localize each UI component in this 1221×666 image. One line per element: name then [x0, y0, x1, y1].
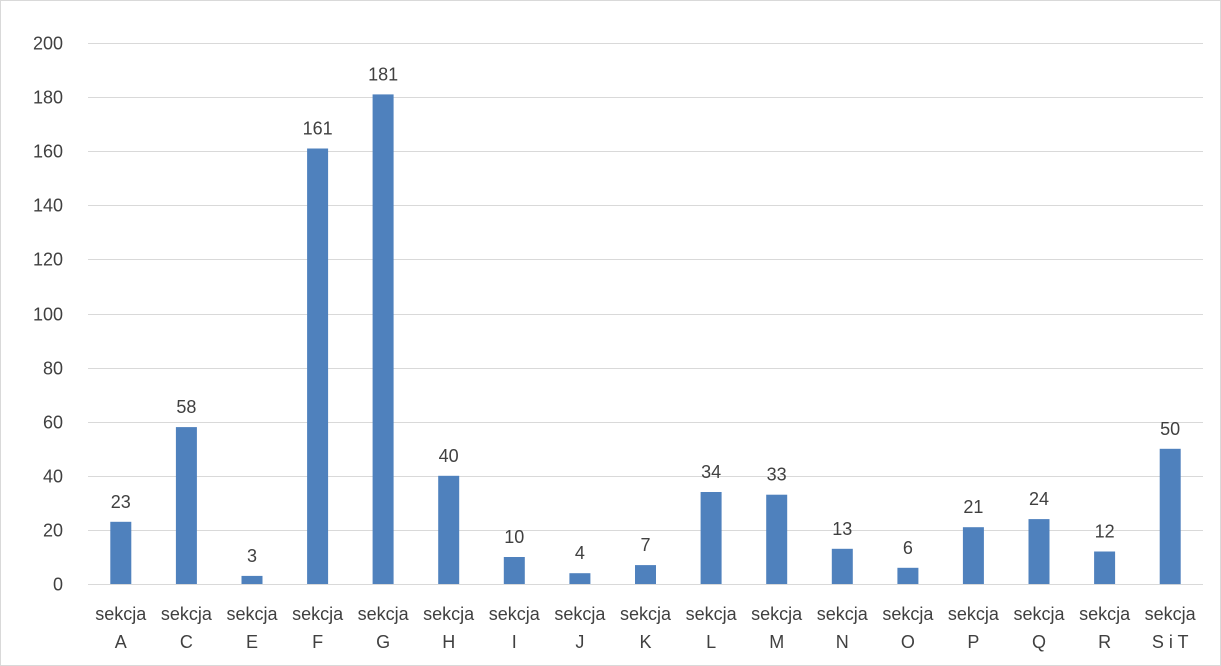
x-tick-label-line2: M	[769, 632, 784, 652]
y-tick-label: 180	[33, 88, 63, 108]
data-label: 50	[1160, 419, 1180, 439]
x-tick-label-line1: sekcja	[423, 604, 475, 624]
data-label: 10	[504, 527, 524, 547]
x-tick-label-line2: R	[1098, 632, 1111, 652]
x-tick-label-line1: sekcja	[358, 604, 410, 624]
x-tick-label-line2: C	[180, 632, 193, 652]
x-tick-label-line2: S i T	[1152, 632, 1189, 652]
y-tick-label: 120	[33, 250, 63, 270]
data-label: 12	[1095, 522, 1115, 542]
bar	[569, 573, 591, 584]
bar	[503, 557, 525, 584]
y-tick-label: 100	[33, 305, 63, 325]
data-label: 13	[832, 519, 852, 539]
x-tick-label-line2: I	[512, 632, 517, 652]
x-tick-label-line2: L	[706, 632, 716, 652]
x-tick-label-line1: sekcja	[489, 604, 541, 624]
bar	[175, 427, 197, 584]
data-label: 58	[176, 397, 196, 417]
data-label: 6	[903, 538, 913, 558]
x-tick-label-line2: A	[115, 632, 127, 652]
y-tick-label: 140	[33, 196, 63, 216]
x-tick-label-line1: sekcja	[686, 604, 738, 624]
x-tick-label-line1: sekcja	[226, 604, 278, 624]
bar	[897, 567, 919, 584]
x-tick-label-line2: G	[376, 632, 390, 652]
bar	[307, 148, 329, 584]
bar	[766, 494, 788, 584]
x-tick-label-line1: sekcja	[292, 604, 344, 624]
x-tick-label-line1: sekcja	[948, 604, 1000, 624]
data-label: 181	[368, 64, 398, 84]
x-tick-label-line1: sekcja	[817, 604, 869, 624]
x-tick-label-line2: J	[575, 632, 584, 652]
y-tick-label: 40	[43, 467, 63, 487]
x-tick-label-line2: Q	[1032, 632, 1046, 652]
bar	[241, 575, 263, 584]
y-tick-label: 200	[33, 34, 63, 54]
bar	[438, 475, 460, 584]
bar	[372, 94, 394, 585]
bar	[831, 548, 853, 584]
data-label: 40	[439, 446, 459, 466]
y-tick-label: 20	[43, 521, 63, 541]
x-tick-label-line1: sekcja	[161, 604, 213, 624]
x-tick-label-line2: O	[901, 632, 915, 652]
x-tick-label-line1: sekcja	[1145, 604, 1197, 624]
data-label: 34	[701, 462, 721, 482]
data-labels: 23 58 3 161 181 40 10 4 7 34 33 13 6 21 24 12 50	[111, 64, 1180, 566]
bar	[1094, 551, 1116, 584]
bar	[635, 565, 656, 584]
bar	[110, 521, 132, 584]
x-tick-label-line1: sekcja	[95, 604, 147, 624]
data-label: 7	[640, 535, 650, 555]
gridlines	[88, 43, 1203, 585]
data-label: 23	[111, 492, 131, 512]
x-tick-label-line2: P	[967, 632, 979, 652]
data-label: 161	[303, 119, 333, 139]
x-tick-label-line2: H	[442, 632, 455, 652]
data-label: 21	[963, 497, 983, 517]
x-tick-label-line1: sekcja	[620, 604, 672, 624]
data-label: 33	[767, 465, 787, 485]
bar	[1159, 448, 1181, 585]
x-tick-label-line1: sekcja	[751, 604, 803, 624]
y-tick-label: 160	[33, 142, 63, 162]
x-tick-label-line1: sekcja	[882, 604, 934, 624]
x-tick-label-line2: N	[836, 632, 849, 652]
x-tick-label-line1: sekcja	[1013, 604, 1065, 624]
y-axis-ticks: 0 20 40 60 80 100 120 140 160 180 200	[33, 34, 63, 595]
y-tick-label: 60	[43, 413, 63, 433]
x-tick-label-line2: K	[639, 632, 651, 652]
bar	[962, 527, 984, 584]
data-label: 24	[1029, 489, 1049, 509]
bar	[700, 492, 722, 584]
y-tick-label: 80	[43, 359, 63, 379]
y-tick-label: 0	[53, 575, 63, 595]
bar	[1028, 519, 1050, 584]
data-label: 4	[575, 543, 585, 563]
x-tick-label-line2: E	[246, 632, 258, 652]
x-tick-label-line1: sekcja	[1079, 604, 1131, 624]
x-tick-label-line2: F	[312, 632, 323, 652]
data-label: 3	[247, 546, 257, 566]
bars	[110, 94, 1181, 585]
x-tick-label-line1: sekcja	[554, 604, 606, 624]
